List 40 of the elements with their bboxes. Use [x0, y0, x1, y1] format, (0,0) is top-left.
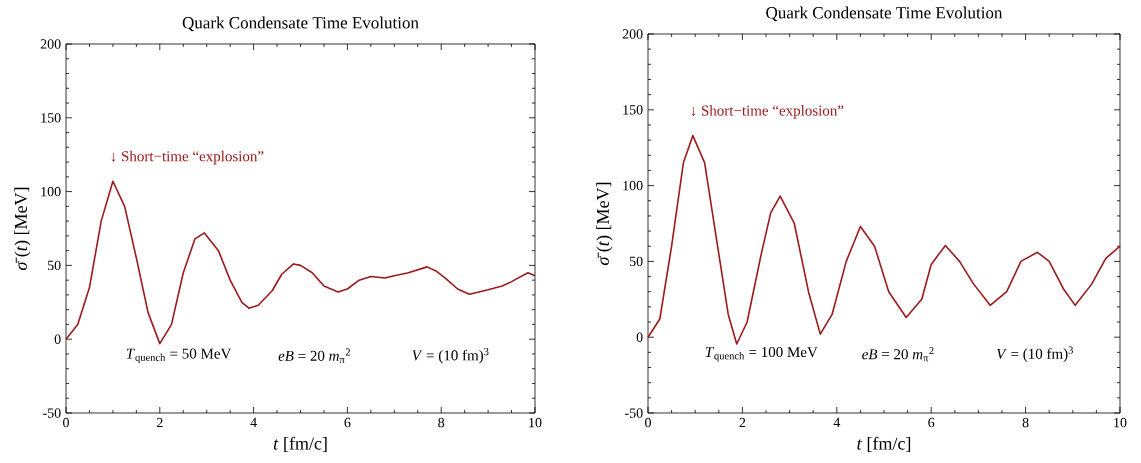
x-tick-label: 0 [645, 417, 651, 428]
line-series [647, 134, 1121, 345]
x-tick-label: 0 [63, 417, 69, 428]
line-series [65, 180, 536, 345]
x-tick-label: 6 [344, 417, 351, 428]
y-tick-label: 100 [41, 186, 61, 197]
y-tick-label: 50 [47, 260, 61, 271]
x-tick-label: 2 [739, 417, 746, 428]
y-tick-label: -50 [624, 408, 643, 418]
x-tick-label: 6 [928, 417, 935, 428]
annotation: eB = 20 m$_{π}$2 [862, 347, 934, 362]
x-tick-label: 10 [529, 417, 542, 428]
y-tick-label: 50 [629, 256, 643, 267]
y-tick-label: 200 [40, 39, 61, 49]
x-tick-label: 10 [1114, 417, 1127, 428]
x-tick-label: 2 [156, 417, 163, 428]
y-tick-label: -50 [43, 408, 61, 418]
y-tick-label: 200 [622, 29, 643, 39]
annotation: eB = 20 m$_{π}$2 [278, 348, 350, 364]
x-tick-label: 4 [833, 417, 841, 428]
x-tick-label: 8 [1022, 417, 1029, 428]
chart-title: Quark Condensate Time Evolution [182, 16, 419, 32]
annotation: V = (10 fm)$^{3}$ [996, 346, 1073, 362]
y-tick-label: 0 [636, 332, 643, 342]
x-axis-title: t [fm/c] [273, 436, 327, 452]
annotation: V = (10 fm)$^{3}$ [412, 348, 489, 364]
y-axis-title: σ̄(t) [MeV] [14, 187, 31, 270]
annotation: ↓ Short−time “explosion” [691, 105, 844, 119]
y-tick-label: 150 [41, 113, 61, 123]
x-tick-label: 8 [438, 417, 445, 428]
y-axis-title: σ̄(t) [MeV] [596, 182, 613, 265]
annotation: T$_{quench}$ = 100 MeV [705, 346, 818, 362]
y-tick-label: 100 [623, 180, 643, 191]
annotation: T$_{quench}$ = 50 MeV [126, 348, 232, 364]
annotation: ↓ Short−time “explosion” [111, 150, 264, 165]
chart-title: Quark Condensate Time Evolution [766, 6, 1003, 22]
y-tick-label: 150 [623, 105, 643, 115]
x-axis-title: t [fm/c] [857, 436, 911, 452]
y-tick-label: 0 [54, 334, 61, 344]
x-tick-label: 4 [250, 417, 257, 428]
